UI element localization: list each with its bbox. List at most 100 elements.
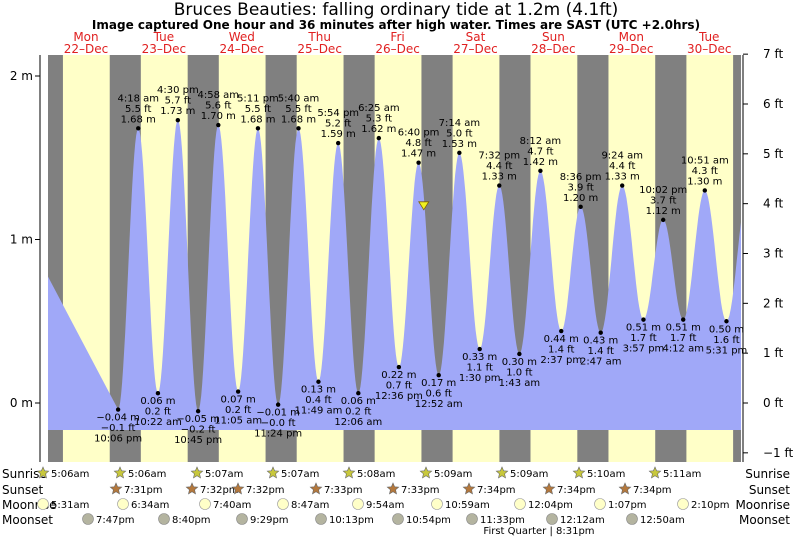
- astro-row-label: Moonset: [2, 513, 53, 527]
- extremum-label: 1.4 ft: [548, 345, 574, 356]
- extremum-label: 12:06 am: [334, 417, 382, 428]
- sunset-entry: 7:34pm: [542, 482, 596, 496]
- extremum-label: 1.20 m: [563, 193, 598, 204]
- extremum-label: 0.07 m: [221, 395, 256, 406]
- extremum-point: [477, 346, 482, 352]
- day-date: 22–Dec: [64, 42, 109, 56]
- star-icon: [572, 466, 586, 479]
- extremum-label: 5:11 pm: [237, 93, 279, 104]
- extremum-label: 0.43 m: [583, 336, 618, 347]
- astro-row-label-right: Moonrise: [735, 498, 790, 512]
- right-tick-label: 2 ft: [763, 296, 783, 310]
- day-date: 29–Dec: [609, 42, 654, 56]
- extremum-label: 4.8 ft: [405, 138, 431, 149]
- extremum-label: 1:43 am: [499, 378, 541, 389]
- extremum-label: 1.0 ft: [506, 367, 532, 378]
- left-tick-label: 0 m: [10, 396, 33, 410]
- extremum-point: [356, 390, 361, 396]
- extremum-point: [641, 317, 646, 322]
- extremum-label: 1.1 ft: [467, 363, 493, 374]
- extremum: 7:14 am5.0 ft1.53 m: [439, 118, 480, 156]
- moonset-icon: [158, 513, 170, 525]
- extremum-label: 1.30 m: [687, 176, 722, 187]
- moonset-icon: [236, 513, 248, 525]
- extremum-point: [296, 126, 301, 131]
- sunrise-entry: 5:10am: [572, 466, 625, 480]
- star-icon: [462, 482, 476, 495]
- sunset-time: 7:32pm: [200, 485, 239, 496]
- extremum-label: 9:24 am: [601, 151, 643, 162]
- extremum-label: 1.7 ft: [630, 333, 656, 344]
- tide-curve: [48, 120, 741, 430]
- day-name: Wed: [229, 30, 255, 44]
- sunset-entry: 7:34pm: [618, 482, 672, 496]
- extremum-label: 5.5 ft: [285, 104, 311, 115]
- star-icon: [648, 466, 662, 479]
- left-tick-label: 1 m: [10, 233, 33, 247]
- star-icon: [36, 466, 50, 479]
- extremum-label: 0.44 m: [544, 334, 579, 345]
- extremum-label: 4.4 ft: [609, 161, 635, 172]
- sunset-entry: 7:32pm: [231, 482, 285, 496]
- astro-row-label-right: Sunrise: [745, 467, 790, 481]
- right-tick-label: 1 ft: [763, 346, 783, 360]
- moonset-icon: [82, 513, 94, 525]
- extremum-label: 1.62 m: [361, 124, 396, 135]
- extremum: 8:12 am4.7 ft1.42 m: [520, 136, 561, 174]
- extremum-point: [376, 135, 382, 141]
- moonrise-time: 6:34am: [131, 500, 169, 511]
- extremum-label: 0.2 ft: [145, 407, 171, 418]
- tide-area: [48, 120, 741, 430]
- moonrise-entry: 1:07pm: [594, 498, 647, 511]
- extremum-point: [457, 150, 462, 156]
- moonrise-time: 7:40am: [213, 500, 251, 511]
- sunset-time: 7:33pm: [401, 485, 440, 496]
- extremum-label: 5:40 am: [278, 93, 320, 104]
- extremum-point: [681, 317, 686, 322]
- extremum-label: 3:57 pm: [623, 344, 665, 355]
- moonrise-time: 2:10pm: [691, 500, 730, 511]
- extremum: 5:11 pm5.5 ft1.68 m: [237, 93, 279, 131]
- moonset-time: 9:29pm: [250, 515, 289, 526]
- axes: 2 m 1 m 0 m 7 ft 6 ft 5 ft 4 ft 3 ft 2 ft 1 ft 0 f…: [10, 47, 793, 462]
- extremum-label: 1.33 m: [482, 172, 517, 183]
- moonrise-time: 10:59am: [445, 500, 490, 511]
- extremum: 5:54 pm5.2 ft1.59 m: [317, 108, 359, 146]
- astro-row-label-right: Sunset: [749, 483, 790, 497]
- moonset-entry: 12:12am: [546, 513, 605, 526]
- extremum-point: [578, 204, 583, 209]
- day-name: Thu: [307, 30, 331, 44]
- extremum-label: 4:18 am: [117, 93, 159, 104]
- extremum-label: 3.7 ft: [650, 195, 676, 206]
- extremum-label: 1.4 ft: [588, 346, 614, 357]
- extremum-label: 0.33 m: [462, 352, 497, 363]
- extremum: 9:24 am4.4 ft1.33 m: [601, 151, 643, 188]
- sunrise-time: 5:07am: [205, 469, 243, 480]
- day-date: 28–Dec: [531, 42, 576, 56]
- sunrise-entry: 5:08am: [342, 466, 395, 480]
- astro-row-label: Sunrise: [2, 467, 47, 481]
- extremum-label: 1.73 m: [160, 106, 195, 117]
- day-date: 26–Dec: [375, 42, 420, 56]
- star-icon: [113, 466, 127, 479]
- day-name: Tue: [153, 30, 175, 44]
- extremum-point: [497, 183, 502, 188]
- day-date: 25–Dec: [297, 42, 342, 56]
- extremum-point: [436, 373, 441, 378]
- astro-row-label: Sunset: [2, 483, 43, 497]
- star-icon: [386, 482, 400, 495]
- sunrise-time: 5:11am: [663, 469, 701, 480]
- extremum: 4:58 am5.6 ft1.70 m: [198, 90, 239, 128]
- sunset-entry: 7:31pm: [109, 482, 163, 496]
- extremum-label: 6:40 pm: [398, 128, 440, 139]
- extremum-point: [316, 379, 321, 384]
- sunrise-entry: 5:07am: [190, 466, 243, 480]
- day-date: 27–Dec: [453, 42, 498, 56]
- moonrise-time: 12:04pm: [528, 500, 573, 511]
- chart-title: Bruces Beauties: falling ordinary tide a…: [174, 0, 619, 20]
- extremum-label: 1.42 m: [523, 157, 558, 168]
- extremum-label: 1.70 m: [201, 111, 236, 122]
- chart-subtitle: Image captured One hour and 36 minutes a…: [92, 18, 700, 32]
